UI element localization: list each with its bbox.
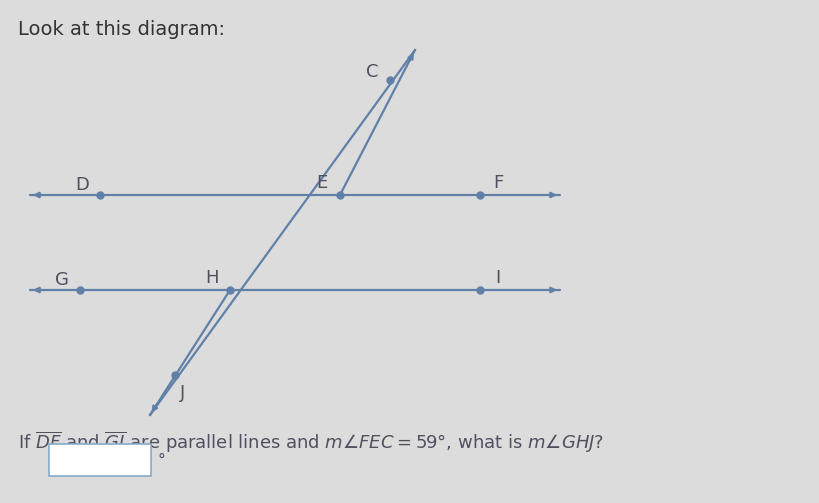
Text: C: C: [365, 63, 378, 81]
Point: [223, 286, 236, 294]
Point: [473, 286, 486, 294]
Text: E: E: [316, 174, 328, 192]
Point: [473, 191, 486, 199]
Text: If $\overline{DF}$ and $\overline{GI}$ are parallel lines and $m\angle FEC = 59°: If $\overline{DF}$ and $\overline{GI}$ a…: [18, 430, 604, 456]
Point: [168, 371, 181, 379]
Point: [383, 76, 396, 84]
Text: H: H: [205, 269, 219, 287]
Point: [74, 286, 87, 294]
Text: Look at this diagram:: Look at this diagram:: [18, 20, 224, 39]
Text: F: F: [492, 174, 503, 192]
Text: G: G: [55, 271, 69, 289]
Text: I: I: [495, 269, 500, 287]
FancyBboxPatch shape: [49, 444, 151, 476]
Point: [93, 191, 106, 199]
Text: J: J: [180, 384, 185, 402]
Text: D: D: [75, 176, 88, 194]
Text: °: °: [158, 453, 165, 467]
Point: [333, 191, 346, 199]
